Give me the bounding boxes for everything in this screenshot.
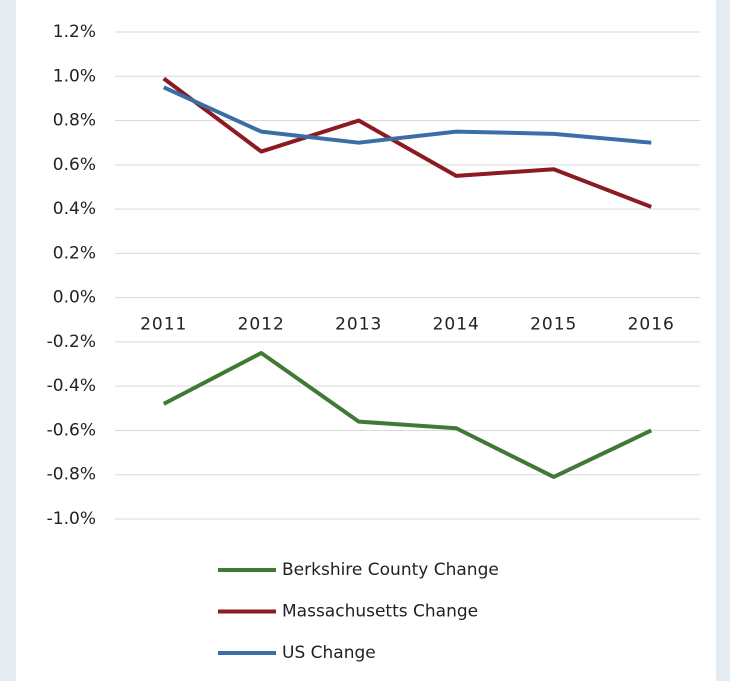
x-tick-label: 2016 (628, 315, 675, 335)
x-tick-label: 2014 (433, 315, 480, 335)
x-tick-label: 2015 (530, 315, 577, 335)
legend-label: Berkshire County Change (282, 560, 499, 580)
y-tick-label: 0.2% (53, 243, 96, 263)
y-tick-label: 0.8% (53, 111, 96, 131)
legend-label: Massachusetts Change (282, 602, 478, 622)
legend-label: US Change (282, 643, 376, 663)
x-tick-label: 2013 (335, 315, 382, 335)
chart-panel (16, 0, 716, 681)
y-tick-label: 0.6% (53, 155, 96, 175)
y-tick-label: -0.6% (47, 420, 96, 440)
series-line (162, 85, 652, 145)
y-tick-label: -0.4% (47, 376, 96, 396)
y-tick-label: 1.2% (53, 22, 96, 42)
y-tick-label: -0.2% (47, 332, 96, 352)
y-tick-label: -0.8% (47, 465, 96, 485)
series-line (162, 350, 653, 479)
x-tick-label: 2012 (238, 315, 285, 335)
y-tick-label: -1.0% (47, 509, 96, 529)
series-line (162, 76, 652, 209)
y-tick-label: 0.4% (53, 199, 96, 219)
x-tick-label: 2011 (140, 315, 187, 335)
y-tick-label: 0.0% (53, 288, 96, 308)
y-tick-label: 1.0% (53, 66, 96, 86)
